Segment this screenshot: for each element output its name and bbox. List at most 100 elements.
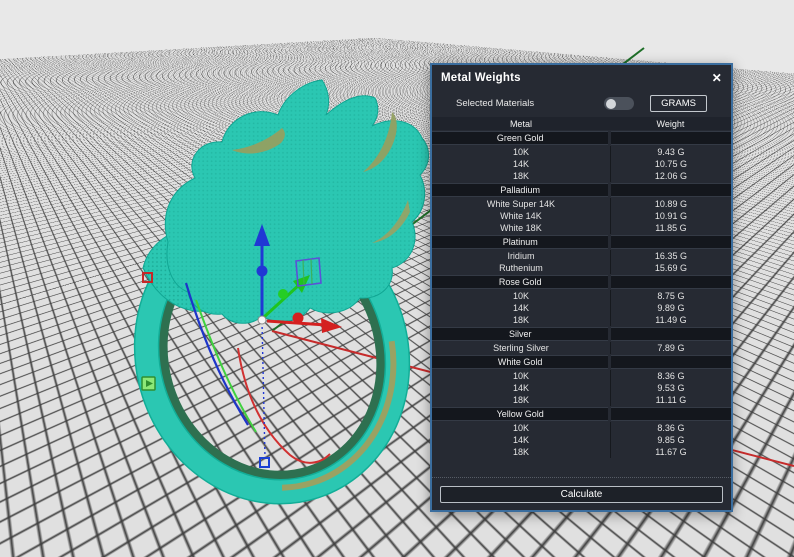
section-spacer-cell [611, 407, 731, 421]
weight-cell: 9.43 G [609, 146, 731, 158]
profile-curve-blue[interactable] [184, 282, 249, 426]
toggle-knob [606, 98, 617, 109]
gizmo-z-sphere-handle[interactable] [256, 265, 268, 277]
weight-cell: 7.89 G [609, 342, 731, 354]
panel-footer: Calculate [432, 477, 731, 510]
green-play-marker[interactable] [141, 376, 156, 391]
metal-cell: White Super 14K [486, 199, 555, 209]
table-row[interactable]: 10K 8.75 G [432, 290, 731, 302]
weight-cell: 11.49 G [609, 314, 731, 326]
crown-olive-accent-left [232, 128, 285, 154]
gizmo-x-sphere-handle[interactable] [292, 312, 304, 324]
weight-cell: 15.69 G [609, 262, 731, 274]
grams-unit-button[interactable]: GRAMS [650, 95, 707, 112]
panel-title: Metal Weights [441, 71, 521, 84]
table-row[interactable]: White 18K 11.85 G [432, 222, 731, 234]
table-row[interactable]: White 14K 10.91 G [432, 210, 731, 222]
table-row[interactable]: 10K 8.36 G [432, 422, 731, 434]
table-row[interactable]: 14K 9.85 G [432, 434, 731, 446]
table-section-row: White Gold [432, 355, 731, 369]
table-row[interactable]: Ruthenium 15.69 G [432, 262, 731, 274]
crown-olive-accent-lower [372, 200, 410, 243]
metal-cell: 10K [512, 371, 529, 381]
weight-cell: 9.89 G [609, 302, 731, 314]
move-gizmo[interactable] [254, 224, 342, 468]
red-point-marker[interactable] [142, 272, 153, 283]
metal-cell: 10K [512, 291, 529, 301]
weight-column-header: Weight [656, 118, 685, 129]
table-row[interactable]: White Super 14K 10.89 G [432, 198, 731, 210]
section-spacer-cell [611, 183, 731, 197]
profile-curve-green[interactable] [195, 299, 257, 433]
section-label: Yellow Gold [432, 407, 609, 421]
table-row[interactable]: Sterling Silver 7.89 G [432, 342, 731, 354]
metal-cell: 14K [512, 303, 529, 313]
metal-cell: 18K [512, 315, 529, 325]
close-icon[interactable]: ✕ [711, 70, 722, 85]
metal-cell: Sterling Silver [493, 343, 549, 353]
metal-cell: Iridium [507, 251, 535, 261]
metal-column-header: Metal [509, 118, 532, 129]
weight-cell: 12.06 G [609, 170, 731, 182]
gizmo-z-dashed-line [261, 321, 266, 459]
ring-crown[interactable] [164, 79, 429, 324]
table-section-row: Yellow Gold [432, 407, 731, 421]
selection-box-inner-line [302, 259, 305, 286]
metal-cell: 14K [512, 383, 529, 393]
table-row[interactable]: 14K 9.89 G [432, 302, 731, 314]
table-row[interactable]: 18K 11.49 G [432, 314, 731, 326]
section-label: Palladium [432, 183, 609, 197]
selection-box-inner-line [310, 258, 313, 285]
panel-titlebar: Metal Weights ✕ [432, 65, 731, 90]
weight-cell: 11.67 G [609, 446, 731, 458]
metal-cell: 10K [512, 147, 529, 157]
metal-cell: 14K [512, 159, 529, 169]
metal-cell: White 18K [500, 223, 542, 233]
weight-cell: 8.75 G [609, 290, 731, 302]
table-section-row: Rose Gold [432, 275, 731, 289]
gizmo-y-axis-arrow[interactable] [262, 283, 301, 319]
gizmo-x-arrowhead[interactable] [321, 318, 342, 333]
calculate-button[interactable]: Calculate [440, 486, 723, 503]
table-row[interactable]: 14K 10.75 G [432, 158, 731, 170]
section-label: Platinum [432, 235, 609, 249]
weight-cell: 9.85 G [609, 434, 731, 446]
section-spacer-cell [611, 131, 731, 145]
section-label: Silver [432, 327, 609, 341]
table-row[interactable]: 18K 11.67 G [432, 446, 731, 458]
table-row[interactable]: Iridium 16.35 G [432, 250, 731, 262]
table-row[interactable]: 10K 9.43 G [432, 146, 731, 158]
section-label: White Gold [432, 355, 609, 369]
section-spacer-cell [611, 355, 731, 369]
section-spacer-cell [611, 327, 731, 341]
metal-cell: 10K [512, 423, 529, 433]
table-row[interactable]: 10K 8.36 G [432, 370, 731, 382]
table-row[interactable]: 18K 11.11 G [432, 394, 731, 406]
table-section-row: Platinum [432, 235, 731, 249]
weight-cell: 11.11 G [609, 394, 731, 406]
section-spacer-cell [611, 235, 731, 249]
gizmo-z-arrowhead[interactable] [254, 224, 270, 246]
gizmo-origin-handle[interactable] [257, 315, 267, 325]
table-header-row: Metal Weight [432, 117, 731, 130]
section-spacer-cell [611, 275, 731, 289]
table-spacer [432, 458, 731, 477]
table-row[interactable]: 18K 12.06 G [432, 170, 731, 182]
gizmo-extent-handle[interactable] [259, 457, 270, 468]
panel-controls: Selected Materials GRAMS [432, 90, 731, 117]
profile-curve-red[interactable] [237, 347, 331, 464]
weight-cell: 10.91 G [609, 210, 731, 222]
metal-cell: 18K [512, 447, 529, 457]
gizmo-y-sphere-handle[interactable] [278, 289, 288, 299]
section-label: Rose Gold [432, 275, 609, 289]
weight-cell: 9.53 G [609, 382, 731, 394]
selected-materials-toggle[interactable] [604, 97, 635, 110]
crown-olive-accent-right [363, 112, 397, 172]
metal-weights-panel: Metal Weights ✕ Selected Materials GRAMS… [430, 63, 733, 512]
table-row[interactable]: 14K 9.53 G [432, 382, 731, 394]
table-section-row: Palladium [432, 183, 731, 197]
weight-cell: 8.36 G [609, 370, 731, 382]
